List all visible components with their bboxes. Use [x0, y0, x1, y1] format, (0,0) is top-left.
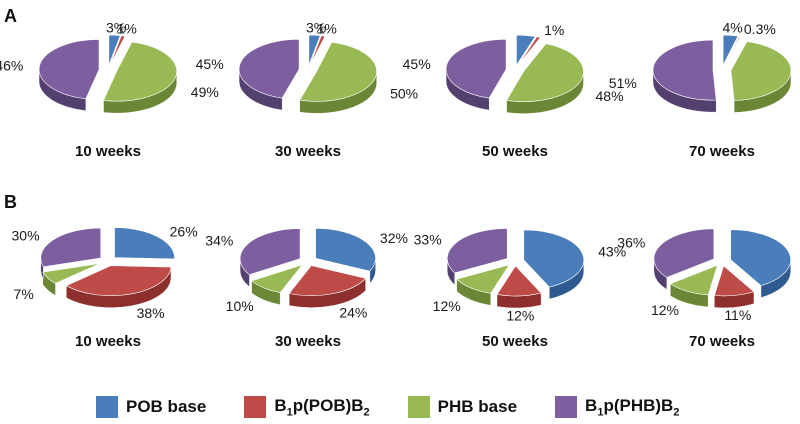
panel-b-pie-1-slice-3	[40, 227, 102, 268]
panel-a-pie-2: 3%1% 50% 45%	[196, 20, 418, 114]
panel-b-pie-1-slice-1	[65, 265, 172, 296]
panel-a-pie-1-title: 10 weeks	[75, 143, 141, 160]
panel-a-pie-3-label-1: 1%	[544, 22, 564, 38]
panel-a-pie-2-slice-3	[238, 38, 300, 99]
panel-b-pie-2-slice-2	[250, 264, 304, 294]
panel-a-pie-4-slice-0	[722, 34, 739, 66]
panel-b-pie-4-label-3: 36%	[617, 234, 645, 250]
panel-a-pie-4-slice-3	[652, 39, 717, 101]
panel-b-pie-2-slice-1	[288, 265, 367, 296]
legend-label-b1p-phb-b2: B1p(PHB)B2	[585, 395, 680, 419]
legend-item-b1p-phb-b2: B1p(PHB)B2	[555, 396, 679, 418]
panel-b-pie-1-label-0: 26%	[170, 224, 198, 240]
panel-b-pie-4-slice-0	[730, 229, 791, 286]
panel-a-pie-3-slice-1	[517, 36, 541, 66]
panel-b-letter: B	[4, 192, 17, 212]
panel-a-pie-1-label-2: 49%	[191, 84, 219, 100]
legend-label-b1p-pob-b2: B1p(POB)B2	[274, 395, 370, 419]
panel-b-pie-1-slice-0	[114, 227, 175, 260]
panel-a-pie-1-slice-0	[108, 34, 121, 66]
panel-a-pie-1-slice-3	[38, 39, 100, 100]
panel-a-pie-3-slice-2	[506, 43, 584, 102]
panel-b-pie-3-label-3: 33%	[414, 231, 442, 247]
panel-a-pie-1-label-3: 46%	[0, 57, 23, 73]
panel-b-pie-2-label-1: 24%	[339, 305, 367, 321]
panel-a-pie-2-slice-2	[299, 41, 377, 102]
panel-b-pie-2-label-2: 10%	[226, 298, 254, 314]
panel-a-pie-3: 1% 48% 45%	[403, 22, 624, 114]
panel-a-pie-4-label-0: 4%	[723, 20, 743, 36]
panel-a-pie-1-label-1: 1%	[117, 20, 137, 36]
panel-a-pie-1-slice-2	[103, 41, 178, 102]
panel-b-pie-4-slice-3	[653, 228, 715, 278]
legend: POB base B1p(POB)B2 PHB base B1p(PHB)B2	[96, 390, 679, 424]
legend-swatch-b1p-pob-b2	[244, 395, 267, 418]
panel-a-pie-3-slice-0	[516, 34, 536, 67]
panel-a-pie-2-slice-0	[308, 34, 321, 66]
panel-a-pie-2-label-3: 45%	[196, 56, 224, 72]
panel-b-pie-1-label-1: 38%	[137, 305, 165, 321]
panel-a-pie-3-label-2: 48%	[596, 88, 624, 104]
panel-b-pie-3-slice-1	[496, 265, 542, 297]
panel-a-pie-4: 4%0.3%45%51%	[609, 20, 792, 113]
panel-b-pie-3-label-1: 12%	[506, 308, 534, 324]
panel-b-pie-4-label-1: 11%	[724, 307, 751, 323]
panel-a-pie-1: 3%1% 49% 46%	[0, 20, 219, 114]
panel-b-pie-4-slice-2	[669, 264, 718, 296]
panel-b-pie-2-label-3: 34%	[205, 232, 233, 248]
legend-label-pob-base: POB base	[126, 397, 207, 416]
legend-swatch-b1p-phb-b2	[555, 395, 578, 418]
panel-b-pie-4-slice-1	[713, 265, 755, 297]
panel-b-pie-4-title: 70 weeks	[689, 333, 755, 350]
panel-b-pie-2-label-0: 32%	[380, 230, 408, 246]
panel-b-pie-2-title: 30 weeks	[275, 333, 341, 350]
panel-a-pie-2-title: 30 weeks	[275, 143, 341, 160]
panel-a-pie-2-label-2: 50%	[390, 85, 418, 101]
panel-a-pie-3-slice-3	[445, 38, 507, 99]
panel-a-pie-4-slice-1	[724, 35, 741, 66]
panel-b-pie-3: 43% 12% 12% 33%	[414, 228, 626, 324]
panel-b-pie-3-label-2: 12%	[433, 298, 461, 314]
panel-b-pie-2: 32% 24% 10% 34%	[205, 228, 408, 321]
panel-a-pie-2-slice-1	[309, 35, 326, 66]
panel-a-pie-4-title: 70 weeks	[689, 143, 755, 160]
panel-a-pie-4-label-3: 51%	[609, 75, 637, 91]
panel-a-pie-2-label-0: 3%	[306, 20, 326, 36]
legend-swatch-pob-base	[96, 396, 118, 418]
legend-swatch-phb-base	[407, 396, 430, 418]
panel-a-pie-3-title: 50 weeks	[482, 143, 548, 160]
panel-b-pie-3-slice-3	[446, 228, 508, 274]
panel-a-pie-2-label-1: 1%	[317, 20, 337, 36]
panel-b-pie-3-slice-2	[456, 264, 510, 294]
panel-a-pie-1-label-0: 3%	[106, 20, 126, 36]
panel-b-pie-1-title: 10 weeks	[75, 333, 141, 350]
legend-item-phb-base: PHB base	[407, 396, 518, 418]
panel-b-pie-1-slice-2	[42, 263, 101, 284]
panel-b-pie-1-label-3: 30%	[12, 228, 40, 244]
panel-a-pie-1-slice-1	[109, 35, 126, 66]
legend-label-phb-base: PHB base	[437, 397, 518, 416]
legend-item-b1p-pob-b2: B1p(POB)B2	[244, 395, 370, 419]
panel-a-pie-4-slice-2	[730, 41, 792, 101]
legend-item-pob-base: POB base	[96, 396, 206, 418]
panel-b-pie-3-title: 50 weeks	[482, 333, 548, 350]
panel-b-pie-4: 42%11%12%36%	[617, 228, 791, 323]
panel-b-pie-3-slice-0	[523, 229, 585, 288]
panel-b-pie-1-label-2: 7%	[14, 286, 34, 302]
panel-b-pie-3-label-0: 43%	[598, 244, 626, 260]
panel-b-pie-4-label-2: 12%	[651, 302, 679, 318]
panel-a-pie-3-label-3: 45%	[403, 56, 431, 72]
panel-a-letter: A	[4, 6, 17, 26]
panel-b-pie-1: 26% 38% 7% 30%	[12, 224, 198, 322]
panel-a-pie-4-label-1: 0.3%	[744, 21, 776, 37]
panel-b-pie-2-slice-3	[239, 228, 301, 276]
panel-b-pie-2-slice-0	[315, 228, 376, 272]
